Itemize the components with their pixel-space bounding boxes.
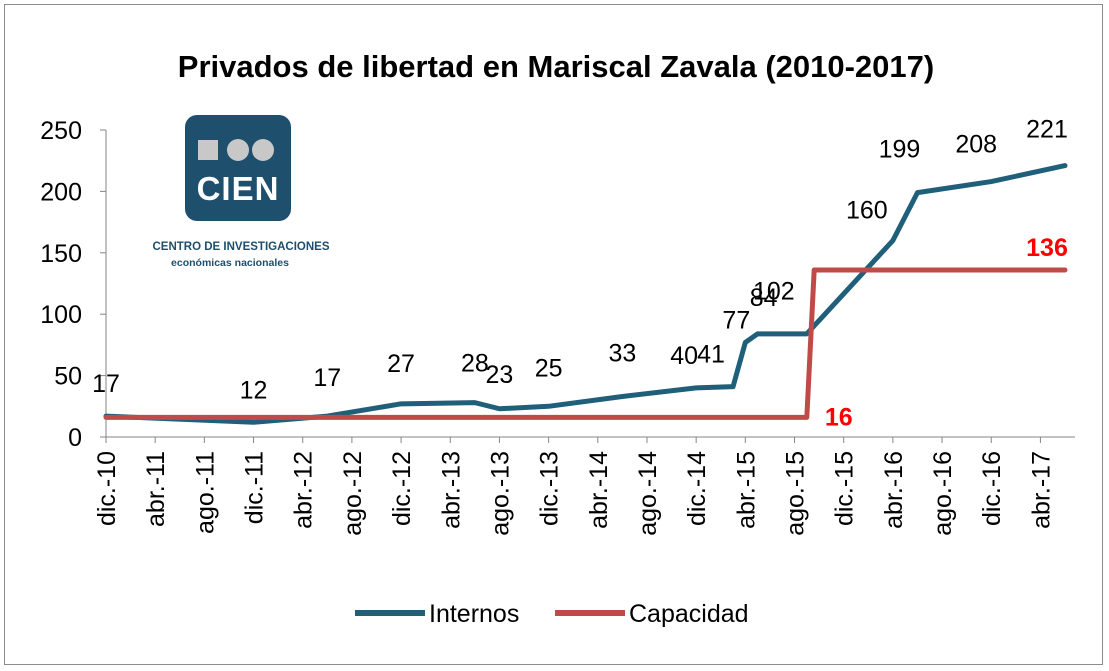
y-tick-label: 0 xyxy=(68,424,82,452)
logo-circle-1 xyxy=(227,139,249,161)
x-tick-label: abr.-15 xyxy=(732,451,760,529)
legend-label-internos: Internos xyxy=(429,600,519,628)
x-tick-label: abr.-12 xyxy=(290,451,318,529)
x-tick-label: abr.-14 xyxy=(585,451,613,529)
capacidad-data-label: 136 xyxy=(1026,234,1068,262)
internos-data-label: 41 xyxy=(697,341,725,369)
internos-data-label: 17 xyxy=(92,370,120,398)
chart-title: Privados de libertad en Mariscal Zavala … xyxy=(178,49,934,84)
logo-circle-2 xyxy=(252,139,274,161)
legend-label-capacidad: Capacidad xyxy=(629,600,749,628)
x-tick-label: dic.-16 xyxy=(978,451,1006,526)
logo-name: CIEN xyxy=(197,170,280,207)
x-tick-label: ago.-13 xyxy=(486,451,514,536)
chart-frame: Privados de libertad en Mariscal Zavala … xyxy=(4,4,1103,665)
x-tick-label: ago.-11 xyxy=(191,451,219,534)
cien-logo: CIEN CENTRO DE INVESTIGACIONES económica… xyxy=(153,115,330,269)
x-tick-label: ago.-12 xyxy=(339,451,367,536)
logo-square xyxy=(198,140,218,160)
x-tick-label: abr.-17 xyxy=(1027,451,1055,529)
internos-data-label: 17 xyxy=(313,364,341,392)
internos-data-label: 12 xyxy=(240,376,268,404)
internos-data-label: 102 xyxy=(753,278,795,306)
y-tick-label: 200 xyxy=(40,178,82,206)
internos-data-label: 221 xyxy=(1026,116,1068,144)
x-tick-label: ago.-14 xyxy=(634,451,662,536)
legend: Internos Capacidad xyxy=(355,600,749,628)
x-tick-label: ago.-16 xyxy=(929,451,957,536)
internos-data-label: 25 xyxy=(535,354,563,382)
x-tick-label: dic.-15 xyxy=(831,451,859,526)
x-tick-label: ago.-15 xyxy=(782,451,810,536)
series-line-internos xyxy=(103,163,1068,425)
internos-data-label: 199 xyxy=(879,136,921,164)
y-tick-label: 250 xyxy=(40,117,82,145)
y-tick-label: 50 xyxy=(54,363,82,391)
internos-data-label: 208 xyxy=(955,131,997,159)
internos-data-label: 77 xyxy=(722,306,750,334)
chart-svg: Privados de libertad en Mariscal Zavala … xyxy=(40,49,1075,628)
y-tick-label: 100 xyxy=(40,301,82,329)
internos-data-label: 33 xyxy=(608,339,636,367)
internos-data-label: 23 xyxy=(486,361,514,389)
capacidad-data-label: 16 xyxy=(825,403,853,431)
x-tick-label: dic.-14 xyxy=(683,451,711,526)
x-tick-label: abr.-16 xyxy=(880,451,908,529)
internos-data-label: 27 xyxy=(387,350,415,378)
x-tick-label: dic.-11 xyxy=(241,451,269,524)
x-tick-label: abr.-11 xyxy=(142,451,170,527)
x-tick-label: abr.-13 xyxy=(437,451,465,529)
y-tick-label: 150 xyxy=(40,240,82,268)
internos-data-label: 84 xyxy=(750,284,778,312)
internos-data-label: 160 xyxy=(846,197,888,225)
series-lines xyxy=(103,163,1068,425)
y-axis: 0 50 100 150 200 250 xyxy=(40,117,107,452)
logo-line-2: económicas nacionales xyxy=(171,257,289,269)
x-tick-label: dic.-13 xyxy=(536,451,564,526)
logo-line-1: CENTRO DE INVESTIGACIONES xyxy=(153,241,330,253)
internos-data-label: 40 xyxy=(670,342,698,370)
x-axis: dic.-10 abr.-11 ago.-11 dic.-11 abr.-12 ago.-… xyxy=(93,436,1075,536)
x-tick-label: dic.-10 xyxy=(93,451,121,526)
x-tick-label: dic.-12 xyxy=(388,451,416,526)
series-line-capacidad xyxy=(103,267,1068,420)
internos-data-label: 28 xyxy=(461,350,489,378)
